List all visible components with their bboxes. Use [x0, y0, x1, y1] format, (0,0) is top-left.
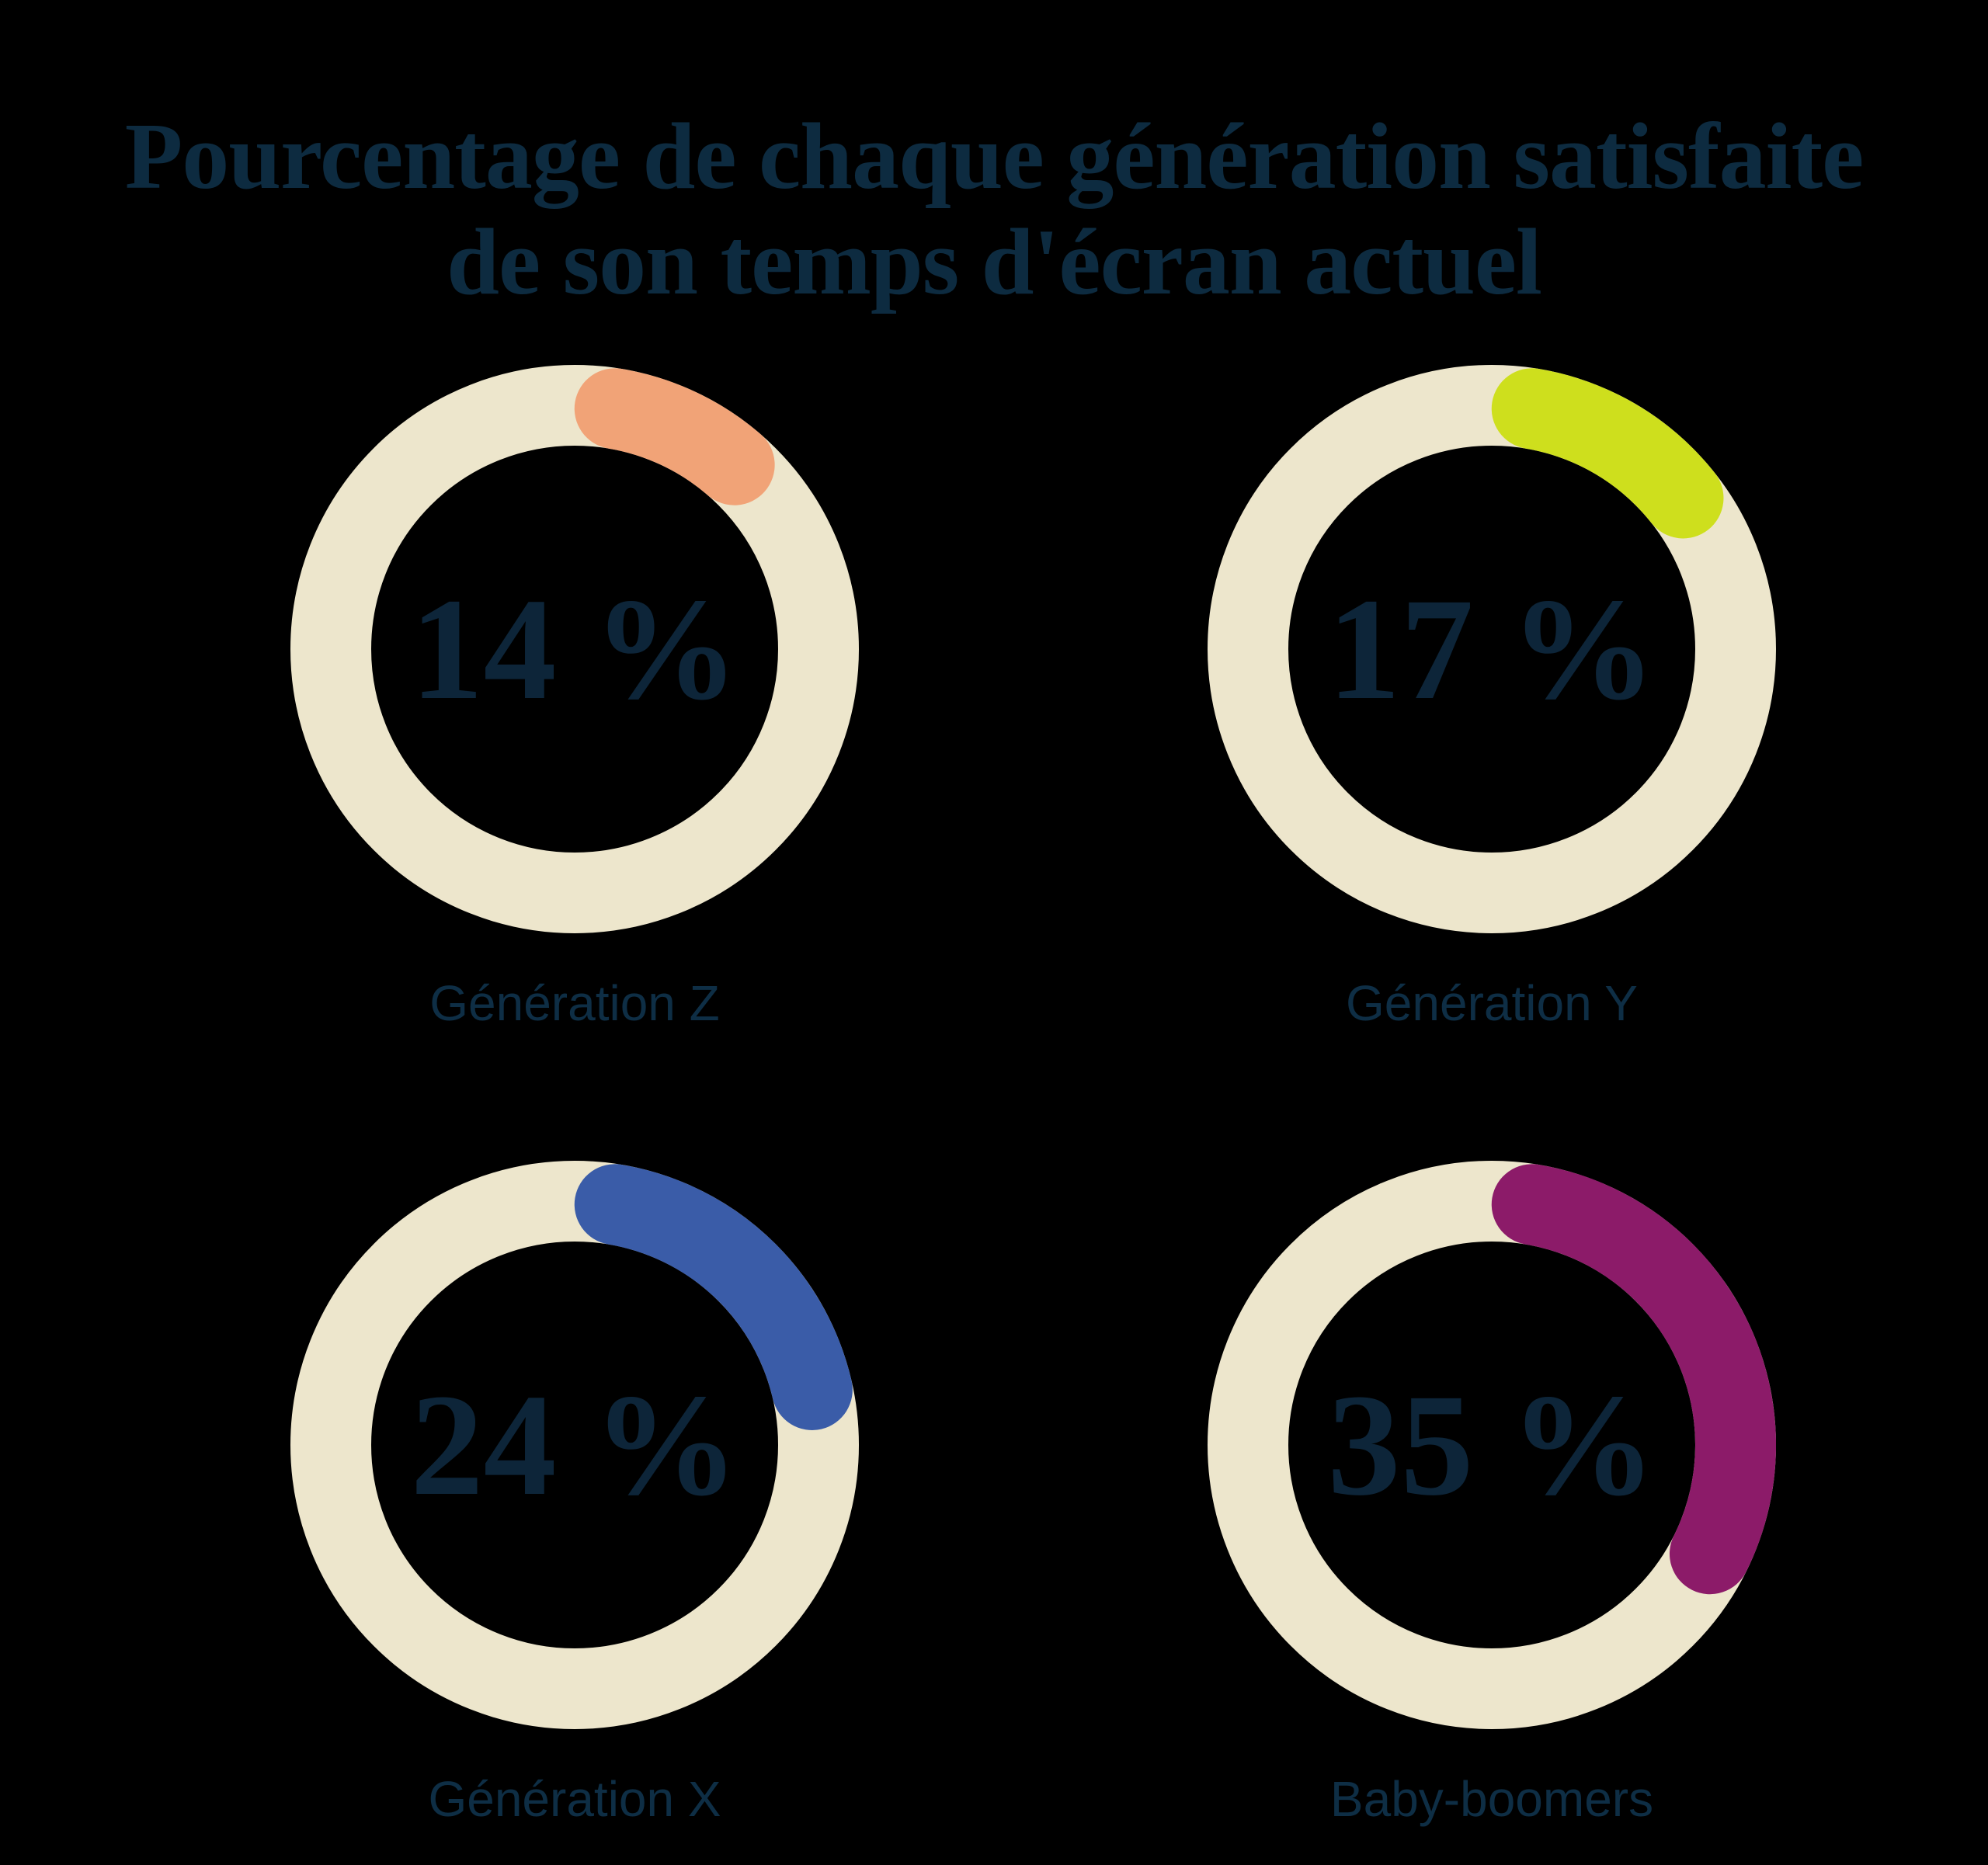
- donut-arc: [1208, 365, 1776, 933]
- donut-label: Génération Z: [429, 975, 720, 1031]
- donut-generation-y: 17 % Génération Y: [1208, 365, 1776, 1028]
- chart-title-line-1: Pourcentage de chaque génération satisfa…: [124, 103, 1865, 209]
- donut-chart-svg: [290, 1161, 859, 1729]
- donut-value: 17 %: [1327, 568, 1656, 730]
- donut-generation-z: 14 % Génération Z: [290, 365, 859, 1028]
- donut-baby-boomers: 35 % Baby-boomers: [1208, 1161, 1776, 1824]
- donut-ring-generation-y: 17 %: [1208, 365, 1776, 933]
- donut-chart-svg: [1208, 365, 1776, 933]
- donut-value: 14 %: [410, 568, 739, 730]
- chart-title: Pourcentage de chaque génération satisfa…: [0, 104, 1988, 316]
- donut-ring-generation-x: 24 %: [290, 1161, 859, 1729]
- donut-arc: [290, 1161, 859, 1729]
- donut-chart-svg: [1208, 1161, 1776, 1729]
- donut-ring-generation-z: 14 %: [290, 365, 859, 933]
- donut-arc: [290, 365, 859, 933]
- donut-label: Génération Y: [1346, 975, 1638, 1031]
- donut-generation-x: 24 % Génération X: [290, 1161, 859, 1824]
- donut-value: 24 %: [410, 1363, 739, 1526]
- donut-value: 35 %: [1327, 1363, 1656, 1526]
- chart-title-line-2: de son temps d'écran actuel: [447, 210, 1542, 315]
- donut-label: Génération X: [428, 1771, 721, 1827]
- donut-arc: [1208, 1161, 1776, 1729]
- donut-chart-svg: [290, 365, 859, 933]
- donut-label: Baby-boomers: [1329, 1771, 1654, 1827]
- donut-ring-baby-boomers: 35 %: [1208, 1161, 1776, 1729]
